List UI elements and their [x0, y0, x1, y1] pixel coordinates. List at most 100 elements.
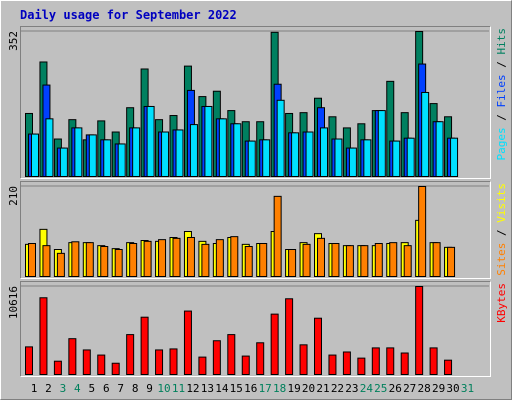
x-tick-label: 28 [418, 382, 431, 395]
bar [328, 354, 337, 376]
bar [39, 297, 48, 375]
bar [331, 243, 340, 277]
bar [403, 245, 412, 277]
bar [117, 143, 126, 177]
x-tick-label: 18 [273, 382, 286, 395]
x-tick-label: 30 [446, 382, 459, 395]
x-tick-label: 19 [287, 382, 300, 395]
x-tick-label: 7 [117, 382, 124, 395]
legend-entry: Sites [495, 243, 508, 276]
legend-entry: Files [495, 74, 508, 107]
legend-separator: / [495, 223, 508, 243]
bar [371, 347, 380, 376]
bar [175, 129, 184, 177]
bar [68, 338, 77, 375]
x-tick-label: 29 [432, 382, 445, 395]
bar [357, 357, 366, 375]
x-tick-label: 2 [45, 382, 52, 395]
bar [45, 118, 54, 177]
x-tick-label: 12 [186, 382, 199, 395]
x-tick-label: 25 [374, 382, 387, 395]
bar [314, 317, 322, 376]
bar [285, 298, 294, 375]
legend-entry: Hits [495, 28, 508, 55]
bar [363, 139, 372, 178]
x-tick-label: 4 [74, 382, 81, 395]
panel-bevel [20, 181, 491, 279]
legend: KBytes [495, 283, 508, 323]
bar [400, 352, 409, 376]
bar [56, 252, 65, 278]
x-tick-label: 9 [146, 382, 153, 395]
bar [241, 355, 250, 376]
x-tick-label: 6 [103, 382, 110, 395]
bar [143, 240, 152, 278]
bar [25, 346, 33, 376]
bar [418, 186, 427, 277]
x-tick-label: 14 [215, 382, 229, 395]
bar [71, 241, 80, 278]
x-tick-label: 26 [389, 382, 402, 395]
bar [146, 105, 155, 177]
x-tick-label: 16 [244, 382, 257, 395]
bar [212, 340, 221, 376]
bar [114, 249, 123, 277]
legend-separator: / [495, 55, 508, 75]
bar [161, 131, 170, 178]
panel-bevel [20, 26, 491, 179]
bar [97, 354, 106, 376]
bar [291, 132, 300, 177]
x-tick-label: 13 [201, 382, 214, 395]
panel-bevel [20, 281, 491, 377]
x-tick-label: 24 [360, 382, 374, 395]
panel-bevel [20, 26, 491, 179]
x-tick-label: 5 [88, 382, 95, 395]
bar [377, 110, 386, 177]
bar [215, 239, 224, 277]
bar [348, 147, 357, 178]
legend-separator: / [495, 108, 508, 128]
bar [129, 243, 138, 277]
bar [415, 286, 424, 375]
bar [132, 127, 141, 177]
legend: Pages / Files / Hits [495, 28, 508, 161]
x-tick-label: 8 [132, 382, 139, 395]
legend-entry: KBytes [495, 283, 508, 323]
bar [230, 236, 239, 277]
bar [85, 242, 94, 277]
bar [374, 243, 383, 277]
bar [155, 349, 164, 375]
bar [259, 243, 268, 277]
bar [288, 249, 297, 277]
bar [276, 99, 285, 177]
bar [270, 313, 279, 375]
bar [227, 334, 236, 375]
panel-bevel [20, 281, 491, 377]
bar [342, 351, 351, 375]
bar [247, 140, 256, 178]
bar [305, 131, 314, 178]
bar [111, 362, 120, 376]
legend-entry: Pages [495, 127, 508, 160]
bar [100, 246, 109, 277]
bar [406, 137, 415, 177]
bar [140, 316, 149, 376]
bar [82, 349, 91, 375]
bar [244, 246, 253, 277]
bar [218, 118, 227, 177]
legend: Sites / Visits [495, 183, 508, 276]
bar [273, 195, 282, 278]
bar [28, 243, 36, 277]
bar [183, 310, 192, 376]
x-tick-label: 1 [31, 382, 38, 395]
x-tick-label: 27 [403, 382, 416, 395]
bar [256, 342, 265, 375]
chart-title: Daily usage for September 2022 [20, 8, 237, 22]
x-tick-label: 11 [172, 382, 185, 395]
x-tick-label: 21 [316, 382, 329, 395]
bar [186, 237, 195, 277]
bar [189, 124, 198, 177]
